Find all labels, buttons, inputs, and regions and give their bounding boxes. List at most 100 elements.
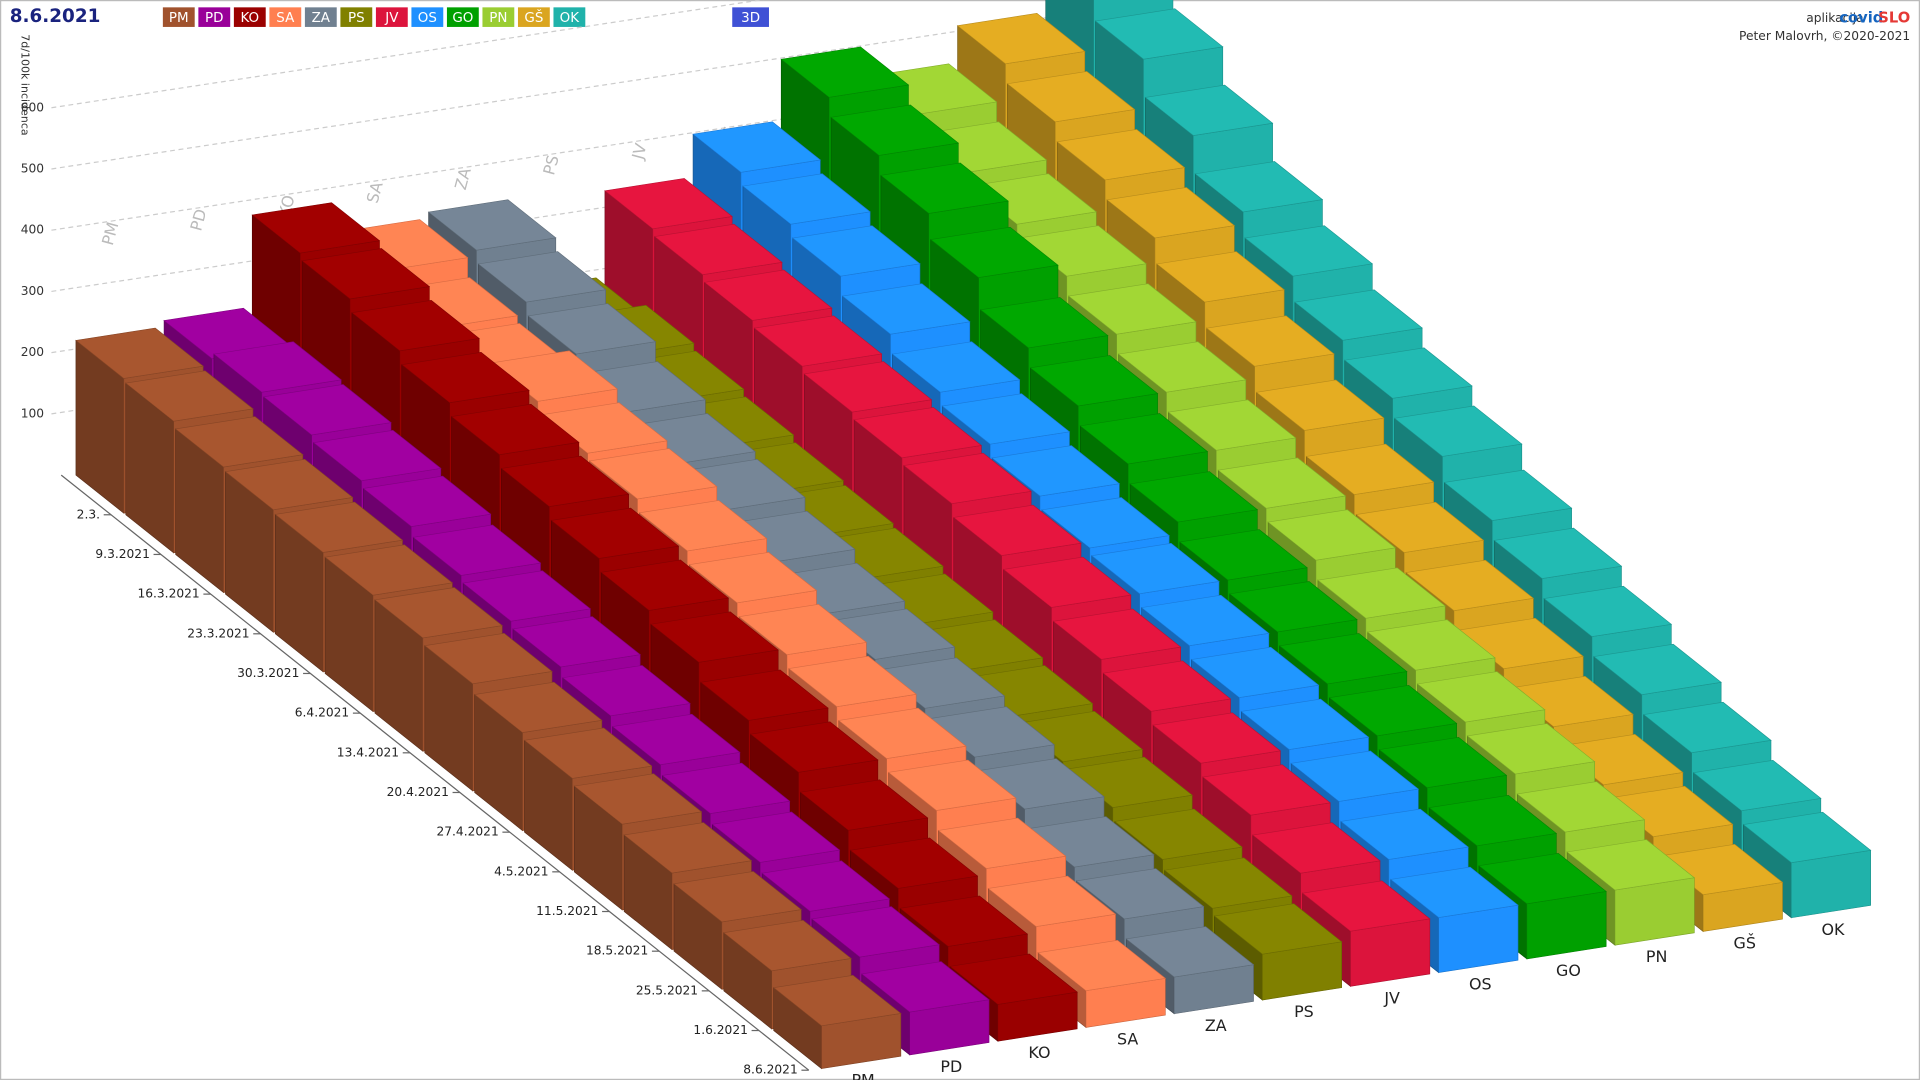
legend-button[interactable]: [269, 7, 302, 27]
bar-top: [1305, 443, 1435, 495]
legend-label[interactable]: ZA: [312, 11, 331, 26]
bar-top: [1114, 808, 1243, 860]
bar-top: [1393, 405, 1523, 457]
bar-top: [224, 458, 354, 511]
x-tick-label: 20.4.2021: [387, 785, 449, 799]
bar-top: [324, 544, 454, 596]
x-tick-label: 25.5.2021: [636, 983, 698, 997]
region-label: JV: [1383, 988, 1400, 1007]
bar-top: [830, 104, 960, 156]
x-tick-label: 4.5.2021: [494, 864, 548, 878]
bar-top: [1301, 880, 1431, 932]
bar-top: [700, 669, 829, 721]
bar-top: [477, 251, 607, 303]
bar-top: [523, 727, 653, 779]
bar-top: [450, 403, 580, 455]
bar-top: [1006, 71, 1136, 123]
bar-top: [1478, 853, 1607, 905]
bar-top: [703, 269, 833, 321]
bar-top: [1205, 315, 1335, 367]
bar-top: [600, 559, 730, 611]
bar-top: [1543, 585, 1673, 637]
bar-top: [991, 445, 1121, 497]
bar-top: [527, 303, 657, 355]
legend-label[interactable]: PS: [348, 11, 365, 26]
legend-label[interactable]: JV: [384, 11, 399, 26]
region-label: OK: [1821, 920, 1845, 939]
legend-label[interactable]: PM: [169, 11, 189, 26]
brand-b: SLO: [1878, 9, 1910, 26]
bar-top: [1252, 822, 1381, 874]
bar-top: [899, 895, 1029, 947]
bar-top: [650, 611, 779, 663]
legend-label[interactable]: PD: [205, 11, 223, 26]
bar-top: [811, 906, 940, 958]
bar-top: [1075, 868, 1205, 920]
bar-top: [711, 811, 841, 863]
legend-label[interactable]: OK: [560, 11, 581, 26]
bar-top: [1156, 251, 1285, 303]
bar-top: [929, 226, 1059, 278]
app-prefix: aplikacija: [1806, 11, 1863, 25]
view-button-label[interactable]: 3D: [741, 11, 760, 26]
legend-button[interactable]: [198, 7, 231, 27]
bar-top: [941, 393, 1071, 445]
bar-top: [500, 455, 630, 507]
bar-top: [853, 407, 983, 459]
bar-top: [213, 341, 342, 393]
region-label: PN: [1646, 947, 1668, 966]
bar-top: [841, 283, 971, 335]
legend-label[interactable]: OS: [418, 11, 437, 26]
bar-top: [1106, 187, 1236, 239]
bar-top: [1190, 646, 1320, 698]
region-label: PM: [851, 1071, 874, 1080]
bar-top: [251, 202, 381, 254]
legend-button[interactable]: [233, 7, 266, 27]
bar-top: [799, 779, 929, 831]
bar-top: [462, 570, 592, 622]
legend-label[interactable]: GŠ: [524, 8, 543, 26]
bar-top: [791, 225, 921, 277]
bar-top: [803, 361, 933, 413]
bar-top: [588, 448, 718, 500]
x-tick-label: 27.4.2021: [436, 825, 498, 839]
back-region-label: PS: [539, 153, 562, 177]
bar-top: [937, 817, 1067, 869]
bar-top: [362, 475, 492, 527]
bar-top: [301, 248, 431, 300]
legend-button[interactable]: [553, 7, 586, 27]
bar-top: [312, 429, 442, 482]
legend-label[interactable]: PN: [489, 11, 507, 26]
legend-button[interactable]: [162, 7, 195, 27]
bar-top: [1340, 808, 1469, 860]
legend-label[interactable]: KO: [240, 11, 259, 26]
bar-top: [891, 341, 1021, 393]
bar-top: [653, 223, 783, 275]
x-tick-label: 2.3.: [77, 507, 100, 521]
legend-button[interactable]: [446, 7, 479, 27]
legend-button[interactable]: [340, 7, 373, 27]
bar-top: [749, 721, 879, 773]
bar-top: [1152, 712, 1282, 764]
legend-button[interactable]: [411, 7, 444, 27]
bar-top: [979, 297, 1109, 349]
chart-title: 8.6.2021: [10, 6, 101, 27]
bar-top: [1355, 501, 1485, 553]
bar-top: [562, 665, 691, 717]
bar-top: [1493, 527, 1623, 579]
legend-label[interactable]: GO: [452, 11, 473, 26]
bar-top: [1041, 497, 1170, 549]
bar-top: [1117, 341, 1247, 393]
bar-top: [1125, 926, 1255, 978]
x-tick-label: 18.5.2021: [586, 944, 648, 958]
bar: [772, 974, 902, 1070]
legend-button[interactable]: [482, 7, 515, 27]
legend-label[interactable]: SA: [276, 11, 295, 26]
legend-button[interactable]: [304, 7, 337, 27]
bar-top: [953, 504, 1082, 556]
legend-button[interactable]: [375, 7, 408, 27]
legend-button[interactable]: [517, 7, 550, 27]
bar-top: [274, 501, 404, 553]
view-button[interactable]: [732, 7, 769, 27]
x-tick-label: 11.5.2021: [536, 904, 598, 918]
